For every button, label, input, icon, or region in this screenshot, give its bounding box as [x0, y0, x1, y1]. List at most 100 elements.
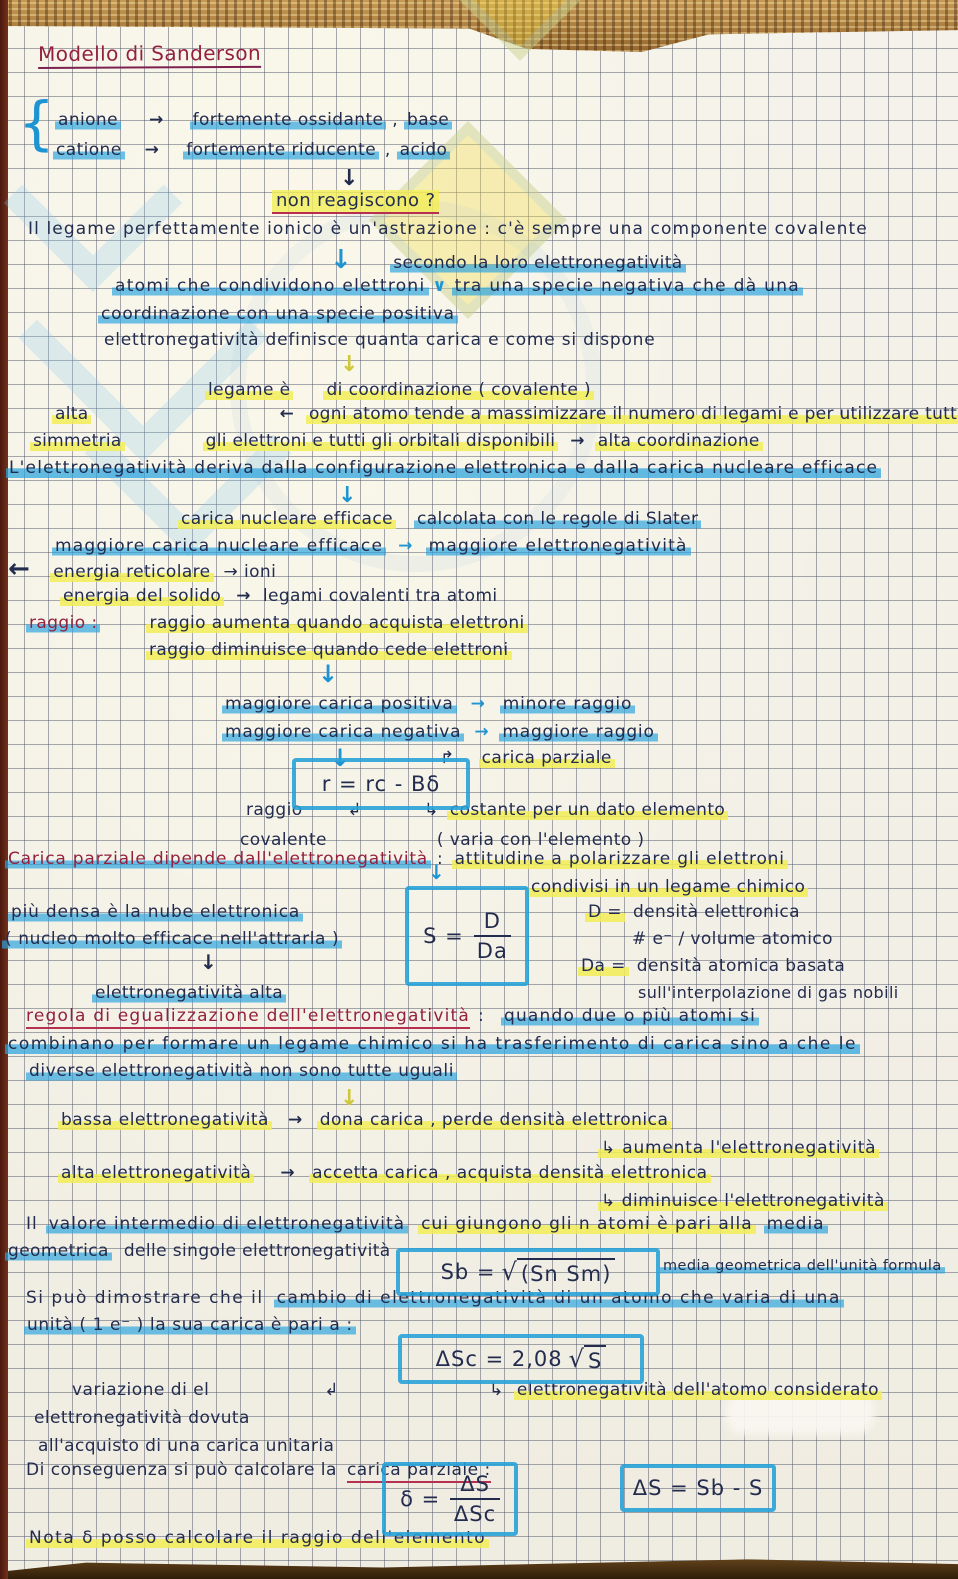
- note-text: legame è: [205, 380, 294, 400]
- note-text: maggiore carica nucleare efficace: [52, 536, 387, 556]
- note-text: alta: [52, 404, 92, 424]
- note-text: elettronegatività alta: [92, 983, 287, 1003]
- arrow-down-4: ↓: [318, 660, 339, 688]
- note-text: secondo la loro elettronegatività: [390, 253, 686, 273]
- note-text: regola di egualizzazione dell'elettroneg…: [26, 1006, 471, 1029]
- formula-dsc-lhs: ΔSc = 2,08: [435, 1347, 563, 1371]
- note-text: ←: [279, 404, 294, 424]
- note-text: :: [478, 1006, 485, 1026]
- note-text: condivisi in un legame chimico: [528, 877, 809, 897]
- note-text: Il legame perfettamente ionico è un'astr…: [28, 219, 868, 239]
- note-text: →: [280, 1163, 296, 1183]
- note-text: ,: [386, 110, 398, 130]
- note-text: →: [287, 1110, 303, 1130]
- note-text: ↓: [338, 483, 357, 508]
- diminuisce-elneg-line: ↳ diminuisce l'elettronegatività: [598, 1191, 888, 1211]
- carica-parziale-callout: ↱ carica parziale: [440, 748, 615, 768]
- note-text: ( nucleo molto efficace nell'attrarla ): [2, 929, 343, 949]
- fraction-numerator: ΔS: [450, 1472, 500, 1500]
- note-text: tra una specie negativa che dà una: [451, 276, 804, 296]
- elneg-definisce-line: elettronegatività definisce quanta caric…: [104, 330, 656, 350]
- note-text: costante per un dato elemento: [446, 800, 729, 820]
- note-text: coordinazione con una specie positiva: [98, 304, 458, 324]
- note-text: alta elettronegatività: [58, 1163, 255, 1183]
- note-text: combinano per formare un legame chimico …: [5, 1034, 860, 1054]
- note-text: →: [144, 140, 160, 160]
- alta-massimizzare-line: alta ← ogni atomo tende a massimizzare il …: [52, 404, 958, 424]
- note-text: catione: [53, 140, 125, 160]
- arrow-down-1: ↓: [340, 166, 359, 191]
- dovuta-line: elettronegatività dovuta: [34, 1408, 250, 1428]
- note-text: dona carica , perde densità elettronica: [316, 1110, 672, 1130]
- note-text: ↳ diminuisce l'elettronegatività: [598, 1191, 888, 1211]
- note-text: ,: [379, 140, 391, 160]
- note-text: ↲: [347, 800, 363, 820]
- nucleo-line: ( nucleo molto efficace nell'attrarla ): [2, 929, 343, 949]
- note-text: carica parziale: [478, 748, 615, 768]
- note-text: variazione di el: [72, 1380, 210, 1400]
- formula-radius-text: r = rc - Bδ: [321, 772, 441, 796]
- note-text: Si può dimostrare che il: [26, 1288, 264, 1308]
- note-text: acido: [396, 140, 451, 160]
- formula-s-lhs: S =: [423, 924, 464, 948]
- raggio-aumenta-line: raggio : raggio aumenta quando acquista e…: [26, 613, 528, 633]
- volume-atomico-line: # e⁻ / volume atomico: [632, 929, 833, 949]
- note-text: Carica parziale dipende dall'elettronega…: [5, 849, 432, 869]
- unita-line: unità ( 1 e⁻ ) la sua carica è pari a :: [24, 1315, 356, 1335]
- note-text: ↲: [324, 1380, 340, 1400]
- legame-coordinazione-line: legame è di coordinazione ( covalente ): [205, 380, 595, 400]
- note-text: →: [398, 536, 414, 556]
- energia-solido-line: energia del solido → legami covalenti tra …: [60, 586, 498, 606]
- note-text: gli elettroni e tutti gli orbitali dispo…: [202, 431, 559, 451]
- condivisi-line: condivisi in un legame chimico: [528, 877, 809, 897]
- regola-line: regola di egualizzazione dell'elettroneg…: [26, 1006, 759, 1029]
- note-text: carica nucleare efficace: [178, 509, 396, 529]
- note-text: energia del solido: [60, 586, 225, 606]
- note-text: ∨: [432, 276, 448, 296]
- note-text: fortemente ossidante: [189, 110, 387, 130]
- note-text: # e⁻ / volume atomico: [632, 929, 833, 949]
- note-text: L'elettronegatività deriva dalla configu…: [6, 458, 882, 478]
- note-text: geometrica: [5, 1241, 112, 1261]
- aumenta-elneg-line: ↳ aumenta l'elettronegatività: [598, 1138, 880, 1158]
- note-text: maggiore raggio: [499, 722, 658, 742]
- note-text: D =: [585, 902, 625, 922]
- note-text: maggiore carica positiva: [222, 694, 457, 714]
- note-text: legami covalenti tra atomi: [262, 586, 498, 606]
- maggiore-eff-line: maggiore carica nucleare efficace → maggio…: [52, 536, 691, 556]
- note-text: Di conseguenza si può calcolare la: [26, 1460, 337, 1480]
- note-text: ↓: [340, 352, 359, 377]
- note-text: Il: [26, 1214, 38, 1234]
- note-text: densità elettronica: [632, 902, 800, 922]
- secondo-line: ↓ secondo la loro elettronegatività: [330, 245, 686, 275]
- note-text: densità atomica basata: [636, 956, 846, 976]
- note-text: → ioni: [223, 562, 277, 582]
- note-text: ←: [8, 554, 31, 584]
- carica-parziale-def-line: Carica parziale dipende dall'elettronega…: [5, 849, 788, 869]
- square-root: √ S: [569, 1345, 607, 1373]
- question-line: non reagiscono ?: [272, 190, 440, 214]
- fraction: D Da: [473, 909, 511, 963]
- formula-radius: r = rc - Bδ: [292, 758, 470, 810]
- note-text: →: [236, 586, 251, 606]
- note-text: ( varia con l'elemento ): [436, 830, 645, 850]
- note-text: calcolata con le regole di Slater: [413, 509, 702, 529]
- note-text: delle singole elettronegatività: [123, 1241, 391, 1261]
- formula-sanderson-ratio: S = D Da: [405, 886, 529, 986]
- elneg-deriva-line: L'elettronegatività deriva dalla configu…: [6, 458, 882, 478]
- note-text: ↳: [489, 1380, 504, 1400]
- densita-elettronica-line: D = densità elettronica: [585, 902, 800, 922]
- media-geometrica-line: media geometrica dell'unità formula: [660, 1258, 945, 1274]
- note-text: non reagiscono ?: [272, 190, 440, 214]
- note-text: energia reticolare: [50, 562, 214, 582]
- note-text: bassa elettronegatività: [58, 1110, 272, 1130]
- arrow-down-7: ↓: [200, 950, 217, 974]
- alta-elneg-line: alta elettronegatività → accetta carica , …: [58, 1163, 711, 1183]
- formula-delta-lhs: δ =: [400, 1487, 441, 1511]
- bassa-elneg-line: bassa elettronegatività → dona carica , pe…: [58, 1110, 672, 1130]
- photo-edge-left: [0, 0, 8, 1579]
- note-text: Da =: [578, 956, 629, 976]
- coordinazione-line: coordinazione con una specie positiva: [98, 304, 458, 324]
- note-text: accetta carica , acquista densità elettr…: [309, 1163, 711, 1183]
- formula-geometric-mean: Sb = √ (Sn Sm): [396, 1248, 660, 1296]
